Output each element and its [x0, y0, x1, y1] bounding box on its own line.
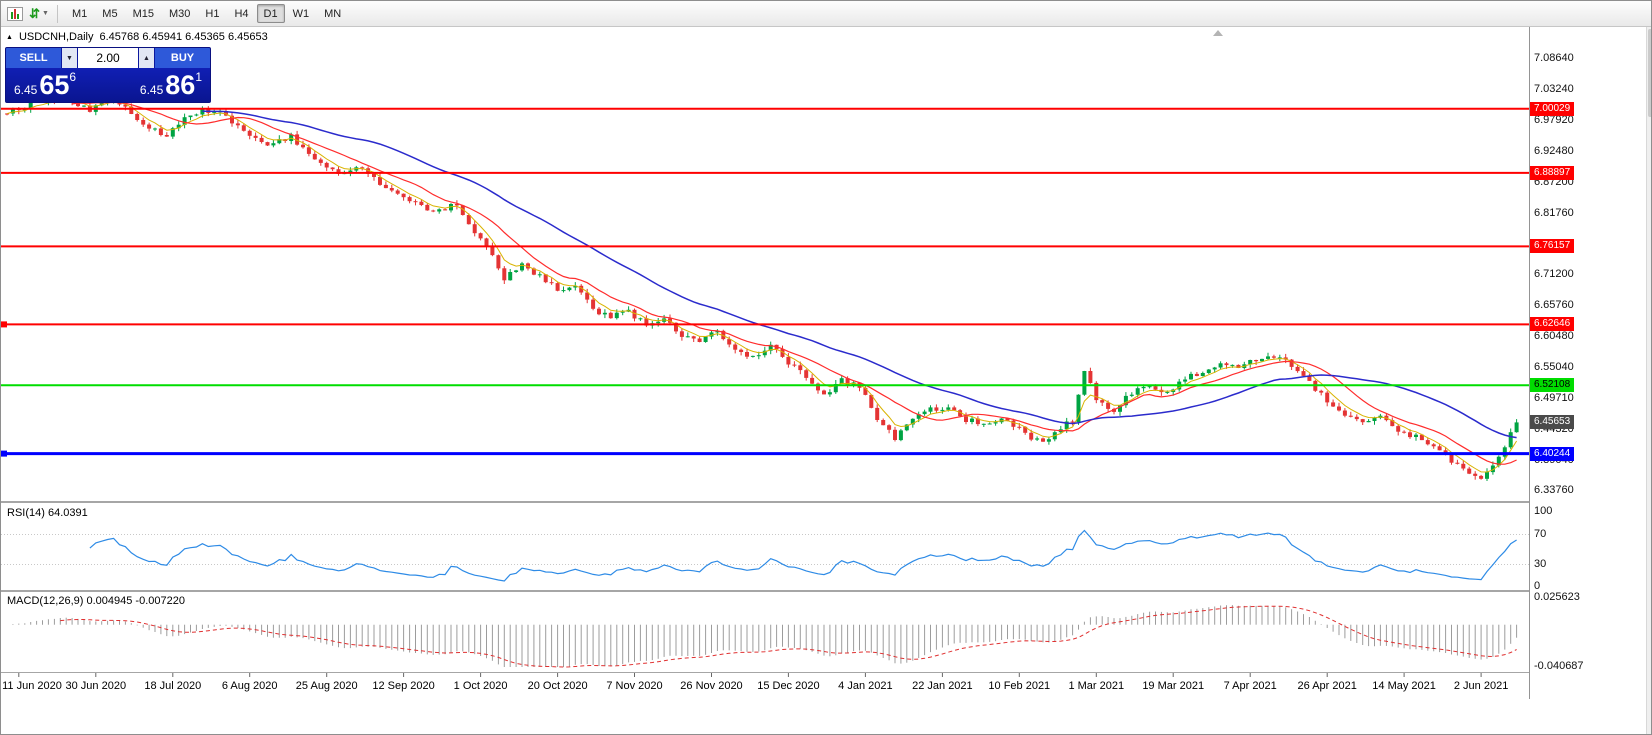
trade-buttons-row: SELL ▼ 2.00 ▲ BUY: [6, 48, 210, 68]
price-axis-label: 6.81760: [1534, 207, 1574, 219]
svg-text:18 Jul 2020: 18 Jul 2020: [144, 680, 201, 692]
buy-price-superscript: 1: [195, 70, 202, 84]
svg-text:4 Jan 2021: 4 Jan 2021: [838, 680, 892, 692]
timeframe-button-D1[interactable]: D1: [256, 4, 285, 23]
toolbar-separator: [57, 4, 58, 23]
chart-icon[interactable]: [4, 4, 26, 24]
sell-price: 6.45 65 6: [14, 68, 76, 102]
date-axis-separator: [1, 672, 1651, 673]
svg-text:1 Mar 2021: 1 Mar 2021: [1068, 680, 1124, 692]
one-click-trading-panel: SELL ▼ 2.00 ▲ BUY 6.45 65 6 6.45 86 1: [5, 47, 211, 103]
vertical-scrollbar[interactable]: [1646, 27, 1651, 734]
buy-price-big-digits: 86: [165, 70, 196, 100]
subwindow-arrow-icon[interactable]: ▲: [6, 33, 13, 41]
svg-text:1 Oct 2020: 1 Oct 2020: [454, 680, 508, 692]
volume-increase-button[interactable]: ▲: [139, 48, 154, 68]
sell-price-superscript: 6: [69, 70, 77, 84]
buy-price: 6.45 86 1: [140, 68, 202, 102]
price-axis-label: 7.03240: [1534, 83, 1574, 95]
svg-text:2 Jun 2021: 2 Jun 2021: [1454, 680, 1508, 692]
hline-price-tag: 6.88897: [1530, 166, 1575, 180]
timeframe-button-M15[interactable]: M15: [132, 7, 154, 20]
price-axis-label: 7.08640: [1534, 52, 1574, 64]
svg-text:15 Dec 2020: 15 Dec 2020: [757, 680, 819, 692]
svg-text:25 Aug 2020: 25 Aug 2020: [296, 680, 358, 692]
svg-text:26 Nov 2020: 26 Nov 2020: [680, 680, 742, 692]
svg-text:30 Jun 2020: 30 Jun 2020: [66, 680, 127, 692]
svg-text:6 Aug 2020: 6 Aug 2020: [222, 680, 278, 692]
dropdown-caret-icon: ▼: [41, 10, 49, 17]
window-splitter[interactable]: [1, 590, 1651, 592]
svg-text:20 Oct 2020: 20 Oct 2020: [528, 680, 588, 692]
chart-workspace: ▲ USDCNH,Daily 6.45768 6.45941 6.45365 6…: [1, 27, 1651, 734]
timeframe-button-M1[interactable]: M1: [72, 7, 88, 20]
svg-text:10 Feb 2021: 10 Feb 2021: [988, 680, 1050, 692]
svg-text:14 May 2021: 14 May 2021: [1372, 680, 1436, 692]
hline-price-tag: 7.00029: [1530, 102, 1575, 116]
volume-input[interactable]: 2.00: [78, 48, 138, 68]
timeframe-button-H4[interactable]: H4: [234, 7, 249, 20]
svg-text:11 Jun 2020: 11 Jun 2020: [2, 680, 62, 692]
window-splitter[interactable]: [1, 501, 1651, 503]
order-arrows-icon: ⇵: [29, 5, 40, 21]
svg-text:22 Jan 2021: 22 Jan 2021: [912, 680, 973, 692]
chart-shift-marker-icon[interactable]: [1213, 30, 1223, 36]
order-arrows-button[interactable]: ⇵ ▼: [28, 4, 50, 24]
volume-decrease-button[interactable]: ▼: [62, 48, 77, 68]
rsi-axis-label: 0: [1534, 580, 1541, 592]
candlestick-chart-icon: [7, 6, 23, 21]
svg-text:7 Nov 2020: 7 Nov 2020: [606, 680, 662, 692]
hline-price-tag: 6.62646: [1530, 317, 1575, 331]
hline-price-tag: 6.40244: [1530, 447, 1575, 461]
macd-axis-label: 0.025623: [1534, 591, 1580, 603]
macd-axis-label: -0.040687: [1534, 660, 1584, 672]
rsi-indicator-label: RSI(14) 64.0391: [7, 507, 88, 519]
toolbar: ⇵ ▼ M1 M5 M15 M30 H1 H4 D1 W1 MN: [1, 1, 1651, 27]
hline-price-tag: 6.52108: [1530, 378, 1575, 392]
timeframe-button-W1[interactable]: W1: [292, 7, 310, 20]
price-axis[interactable]: 7.08640 7.03240 6.97920 6.92480 6.87200 6.817…: [1530, 27, 1646, 699]
hline-price-tag: 6.76157: [1530, 239, 1575, 253]
price-axis-label: 6.60480: [1534, 330, 1574, 342]
date-axis[interactable]: 11 Jun 2020 30 Jun 2020 18 Jul 2020 6 Aug 2…: [1, 673, 1529, 699]
svg-text:26 Apr 2021: 26 Apr 2021: [1298, 680, 1357, 692]
scrollbar-thumb[interactable]: [1648, 29, 1651, 117]
svg-text:19 Mar 2021: 19 Mar 2021: [1142, 680, 1204, 692]
price-axis-label: 6.49710: [1534, 392, 1574, 404]
timeframe-button-M30[interactable]: M30: [168, 7, 191, 20]
price-axis-label: 6.65760: [1534, 299, 1574, 311]
timeframe-toolbar: M1 M5 M15 M30 H1 H4 D1 W1 MN: [65, 4, 349, 23]
price-axis-label: 6.92480: [1534, 145, 1574, 157]
price-axis-label: 6.71200: [1534, 268, 1574, 280]
sell-price-big-digits: 65: [39, 70, 70, 100]
timeframe-button-M5[interactable]: M5: [102, 7, 118, 20]
current-price-tag: 6.45653: [1530, 415, 1575, 429]
macd-indicator-label: MACD(12,26,9) 0.004945 -0.007220: [7, 595, 185, 607]
rsi-axis-label: 30: [1534, 558, 1547, 570]
svg-text:7 Apr 2021: 7 Apr 2021: [1224, 680, 1277, 692]
rsi-panel[interactable]: [1, 504, 1529, 590]
chart-symbol-period: USDCNH,Daily: [18, 31, 94, 43]
rsi-axis-label: 100: [1534, 505, 1553, 517]
price-axis-label: 6.55040: [1534, 361, 1574, 373]
timeframe-button-H1[interactable]: H1: [205, 7, 220, 20]
trade-prices-row: 6.45 65 6 6.45 86 1: [6, 68, 210, 102]
rsi-axis-label: 70: [1534, 528, 1547, 540]
price-axis-label: 6.97920: [1534, 114, 1574, 126]
price-axis-separator: [1529, 27, 1530, 699]
price-axis-label: 6.33760: [1534, 484, 1574, 496]
chart-title: ▲ USDCNH,Daily 6.45768 6.45941 6.45365 6…: [6, 31, 268, 43]
chart-ohlc-values: 6.45768 6.45941 6.45365 6.45653: [99, 31, 268, 43]
main-price-chart[interactable]: [1, 27, 1529, 501]
buy-price-prefix: 6.45: [139, 83, 164, 97]
sell-button[interactable]: SELL: [6, 48, 61, 68]
buy-button[interactable]: BUY: [155, 48, 210, 68]
macd-panel[interactable]: [1, 592, 1529, 672]
sell-price-prefix: 6.45: [14, 83, 38, 97]
timeframe-button-MN[interactable]: MN: [324, 7, 342, 20]
svg-text:12 Sep 2020: 12 Sep 2020: [372, 680, 434, 692]
